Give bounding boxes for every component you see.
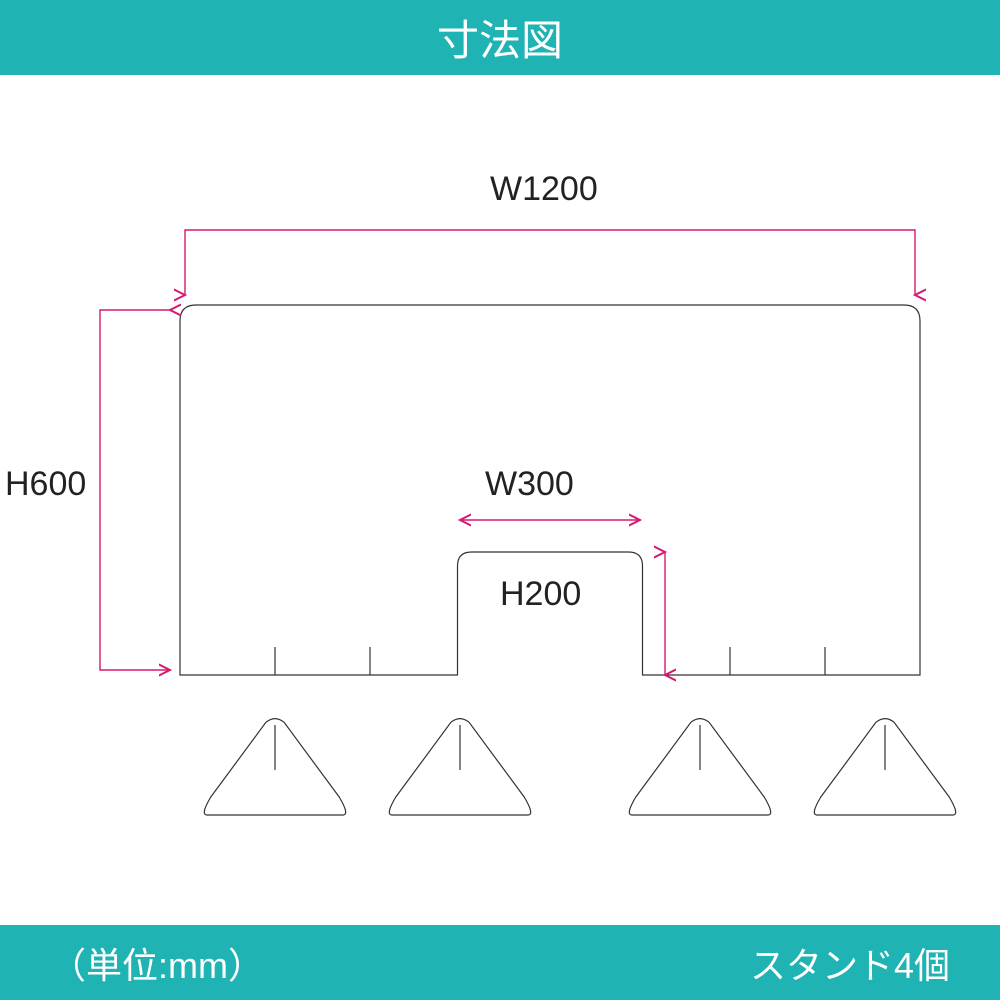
- height-dimension-label: H600: [5, 465, 86, 504]
- diagram-area: W1200 H600 W300 H200: [0, 75, 1000, 925]
- header-title: 寸法図: [437, 7, 563, 68]
- width-dimension-label: W1200: [490, 170, 598, 209]
- cutout-height-label: H200: [500, 575, 581, 614]
- footer-banner: （単位:mm） スタンド4個: [0, 925, 1000, 1000]
- stand-count-label: スタンド4個: [750, 937, 950, 989]
- unit-label: （単位:mm）: [50, 937, 264, 989]
- cutout-width-label: W300: [485, 465, 574, 504]
- header-banner: 寸法図: [0, 0, 1000, 75]
